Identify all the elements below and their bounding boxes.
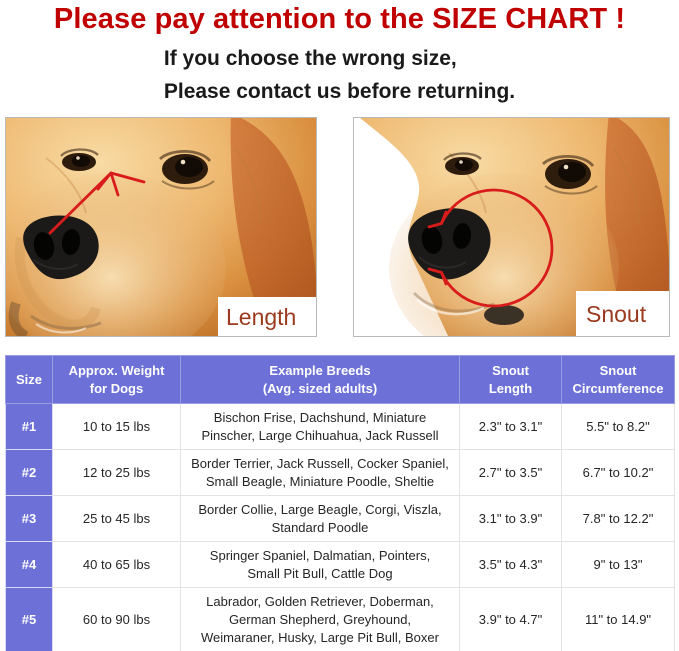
svg-text:Snout: Snout xyxy=(586,301,647,327)
svg-text:Length: Length xyxy=(226,304,296,330)
